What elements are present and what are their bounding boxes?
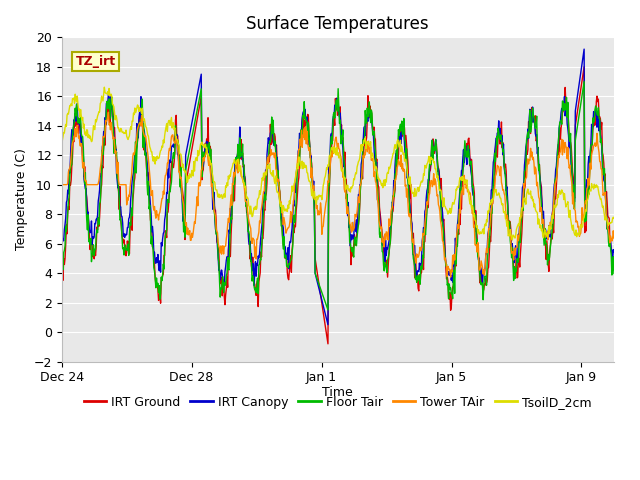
TsoilD_2cm xyxy=(481,224,488,229)
Floor Tair xyxy=(170,150,177,156)
IRT Canopy xyxy=(121,235,129,240)
IRT Ground xyxy=(391,187,399,193)
IRT Canopy xyxy=(481,268,488,274)
IRT Canopy xyxy=(580,46,588,52)
Line: IRT Canopy: IRT Canopy xyxy=(61,49,614,324)
TsoilD_2cm xyxy=(100,84,108,90)
IRT Ground xyxy=(580,64,588,70)
TsoilD_2cm xyxy=(133,105,141,111)
IRT Ground xyxy=(170,165,177,170)
IRT Ground xyxy=(121,244,129,250)
Tower TAir xyxy=(447,274,454,280)
IRT Canopy xyxy=(58,251,65,257)
TsoilD_2cm xyxy=(58,134,65,140)
TsoilD_2cm xyxy=(391,142,399,147)
Line: Floor Tair: Floor Tair xyxy=(61,82,614,310)
IRT Ground xyxy=(610,255,618,261)
IRT Canopy xyxy=(324,322,332,327)
Floor Tair xyxy=(580,79,588,84)
IRT Canopy xyxy=(170,141,177,147)
Floor Tair xyxy=(121,245,129,251)
Floor Tair xyxy=(610,271,618,276)
X-axis label: Time: Time xyxy=(323,385,353,398)
TsoilD_2cm xyxy=(170,127,178,132)
TsoilD_2cm xyxy=(344,186,352,192)
Title: Surface Temperatures: Surface Temperatures xyxy=(246,15,429,33)
IRT Canopy xyxy=(132,143,140,149)
Floor Tair xyxy=(132,170,140,176)
IRT Ground xyxy=(344,211,352,217)
IRT Ground xyxy=(132,147,140,153)
Line: Tower TAir: Tower TAir xyxy=(61,112,614,277)
Line: IRT Ground: IRT Ground xyxy=(61,67,614,344)
Floor Tair xyxy=(481,274,488,279)
Tower TAir xyxy=(58,182,65,188)
Tower TAir xyxy=(170,139,178,144)
Floor Tair xyxy=(344,207,352,213)
Legend: IRT Ground, IRT Canopy, Floor Tair, Tower TAir, TsoilD_2cm: IRT Ground, IRT Canopy, Floor Tair, Towe… xyxy=(79,391,597,414)
IRT Ground xyxy=(481,281,488,287)
Tower TAir xyxy=(104,109,112,115)
Text: TZ_irt: TZ_irt xyxy=(76,55,116,68)
Tower TAir xyxy=(610,235,618,241)
IRT Ground xyxy=(324,341,332,347)
TsoilD_2cm xyxy=(122,131,129,136)
Tower TAir xyxy=(122,182,129,188)
TsoilD_2cm xyxy=(610,215,618,221)
IRT Ground xyxy=(58,273,65,278)
Tower TAir xyxy=(133,131,141,137)
Tower TAir xyxy=(391,177,399,182)
Floor Tair xyxy=(324,307,332,313)
Line: TsoilD_2cm: TsoilD_2cm xyxy=(61,87,614,240)
IRT Canopy xyxy=(344,200,352,205)
Floor Tair xyxy=(391,171,399,177)
Tower TAir xyxy=(481,264,489,270)
Y-axis label: Temperature (C): Temperature (C) xyxy=(15,148,28,251)
Floor Tair xyxy=(58,281,65,287)
Tower TAir xyxy=(344,210,352,216)
IRT Canopy xyxy=(610,249,618,254)
TsoilD_2cm xyxy=(508,237,516,243)
IRT Canopy xyxy=(391,162,399,168)
